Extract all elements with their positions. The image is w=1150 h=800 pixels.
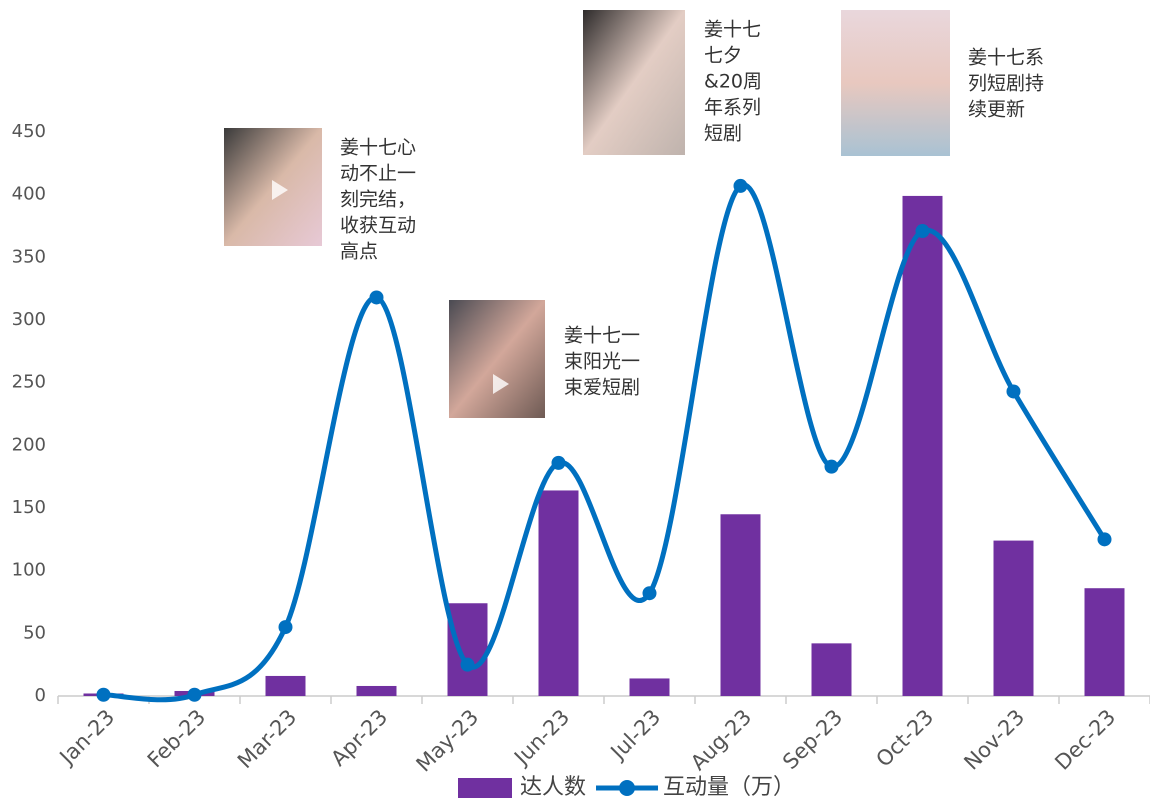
marker bbox=[1097, 532, 1112, 547]
legend-swatch bbox=[619, 780, 636, 796]
y-tick-label: 200 bbox=[12, 434, 46, 455]
marker bbox=[460, 657, 475, 672]
marker bbox=[96, 687, 111, 702]
thumbnail bbox=[841, 10, 950, 156]
y-tick-label: 50 bbox=[23, 622, 46, 643]
marker bbox=[369, 290, 384, 305]
y-tick-label: 250 bbox=[12, 372, 46, 393]
y-tick-label: 400 bbox=[12, 184, 46, 205]
legend-swatch bbox=[458, 778, 512, 798]
annotation-text: 姜十七系 bbox=[968, 47, 1044, 69]
x-tick-label: Apr-23 bbox=[326, 705, 392, 771]
x-tick-label: Jun-23 bbox=[508, 705, 574, 771]
marker bbox=[551, 455, 566, 470]
bar bbox=[447, 603, 488, 696]
y-tick-label: 300 bbox=[12, 309, 46, 330]
x-tick-label: May-23 bbox=[412, 705, 484, 777]
annotation-text: 束爱短剧 bbox=[564, 377, 640, 399]
annotation-text: 刻完结， bbox=[340, 189, 416, 211]
play-icon bbox=[493, 374, 509, 394]
x-tick-label: Aug-23 bbox=[686, 705, 756, 775]
annotation-text: 姜十七心 bbox=[340, 137, 416, 159]
bar bbox=[902, 195, 943, 697]
x-tick-label: Feb-23 bbox=[143, 705, 211, 773]
line bbox=[103, 182, 1107, 703]
x-tick-label: Nov-23 bbox=[959, 705, 1029, 775]
thumbnail bbox=[583, 10, 685, 155]
bar bbox=[538, 490, 579, 696]
marker bbox=[824, 459, 839, 474]
annotation-text: 列短剧持 bbox=[968, 73, 1044, 95]
bar bbox=[720, 514, 761, 696]
x-tick-label: Jan-23 bbox=[54, 705, 120, 771]
play-icon bbox=[272, 180, 288, 200]
x-tick-label: Jul-23 bbox=[605, 705, 666, 766]
x-tick-label: Sep-23 bbox=[778, 705, 847, 774]
bar bbox=[811, 643, 852, 696]
marker bbox=[278, 620, 293, 635]
y-tick-label: 0 bbox=[35, 685, 46, 706]
bar bbox=[265, 675, 306, 696]
x-tick-label: Oct-23 bbox=[871, 705, 938, 772]
annotation-text: 束阳光一 bbox=[564, 351, 640, 373]
marker bbox=[915, 224, 930, 239]
x-tick-label: Dec-23 bbox=[1050, 705, 1120, 775]
annotation-text: 动不止一 bbox=[340, 163, 416, 185]
annotation-text: 续更新 bbox=[968, 99, 1025, 121]
y-tick-label: 150 bbox=[12, 497, 46, 518]
x-tick-label: Mar-23 bbox=[233, 705, 301, 773]
annotation-text: 姜十七 bbox=[704, 19, 761, 41]
annotation-text: 收获互动 bbox=[340, 215, 416, 237]
legend-label: 互动量（万） bbox=[663, 775, 795, 800]
bar bbox=[1084, 588, 1125, 696]
annotation-text: 姜十七一 bbox=[564, 325, 640, 347]
bar bbox=[629, 678, 670, 696]
y-tick-label: 100 bbox=[12, 560, 46, 581]
annotation-text: 年系列 bbox=[704, 97, 761, 119]
bar bbox=[993, 540, 1034, 696]
marker bbox=[1006, 384, 1021, 399]
y-tick-label: 350 bbox=[12, 246, 46, 267]
annotation-text: &20周 bbox=[704, 71, 762, 93]
marker bbox=[733, 178, 748, 193]
annotation-text: 七夕 bbox=[704, 45, 742, 67]
bar bbox=[356, 685, 397, 696]
y-tick-label: 450 bbox=[12, 121, 46, 142]
annotation-text: 短剧 bbox=[704, 123, 742, 145]
annotation-text: 高点 bbox=[340, 241, 378, 263]
marker bbox=[187, 687, 202, 702]
marker bbox=[642, 586, 657, 601]
thumbnail bbox=[449, 300, 545, 418]
legend-label: 达人数 bbox=[520, 775, 586, 800]
